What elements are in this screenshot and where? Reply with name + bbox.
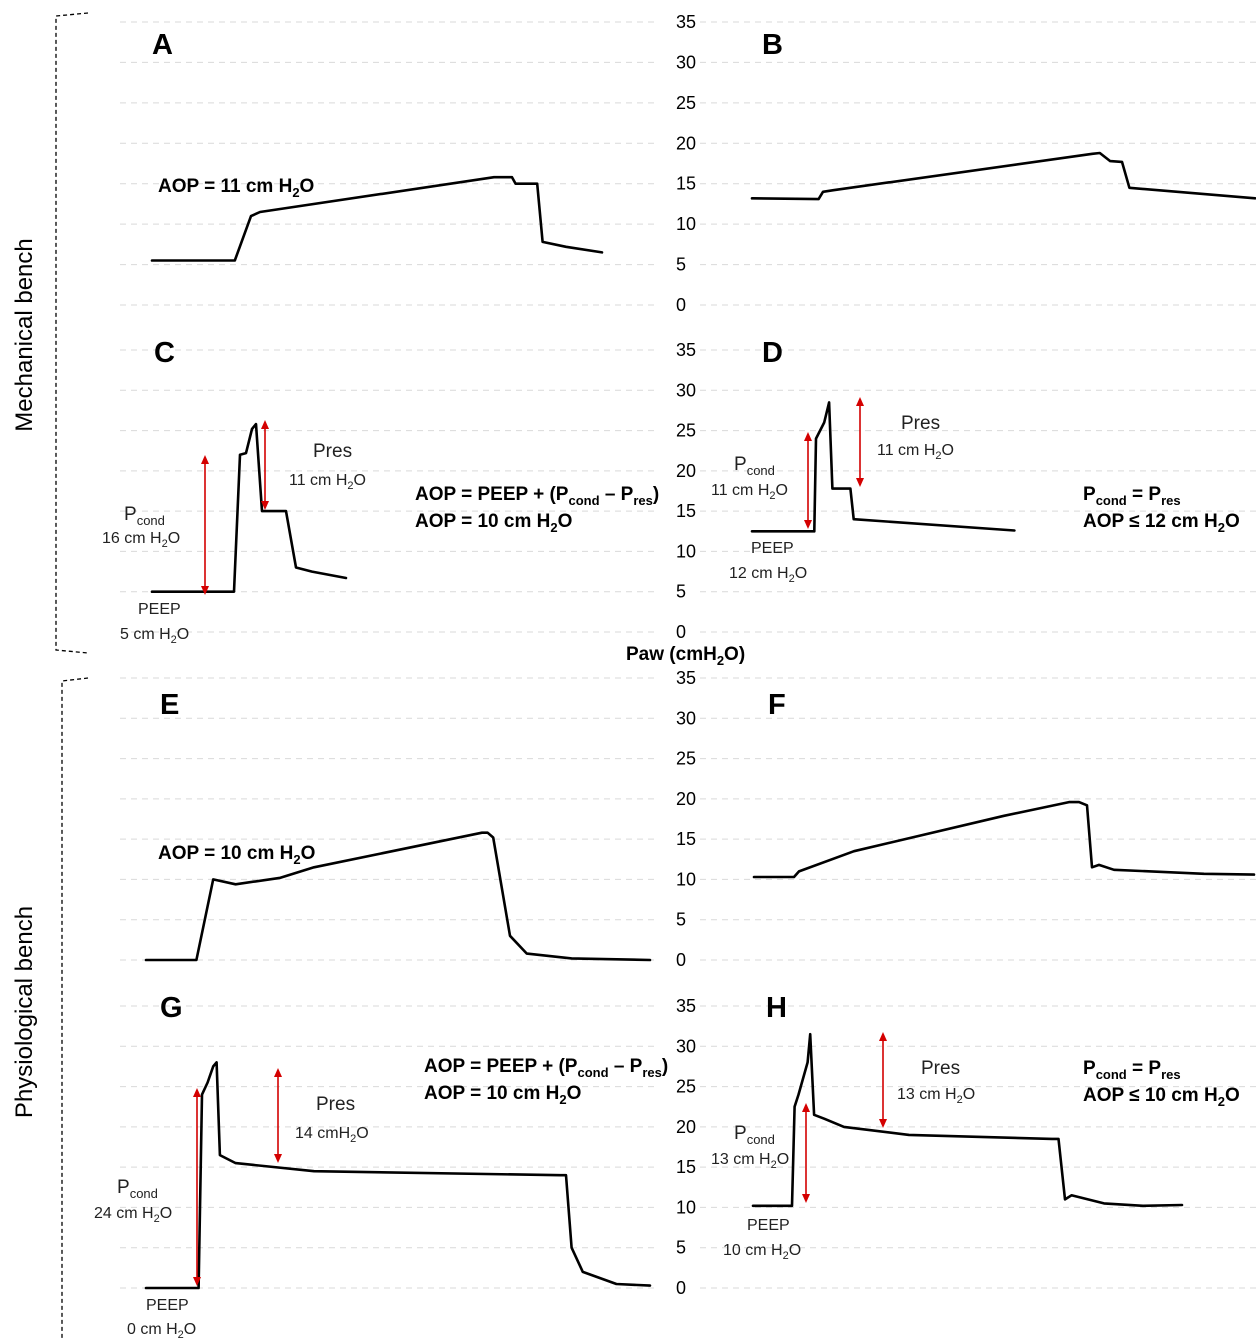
physiological-bench-bracket — [61, 677, 89, 1340]
panel-h-pres-arrow — [879, 1032, 887, 1128]
panel-letter-c: C — [154, 337, 175, 369]
panel-h-peep-value: 10 cm H2O — [723, 1242, 801, 1262]
mechanical-bench-bracket — [55, 12, 89, 654]
pressure-trace-h — [751, 1032, 1184, 1208]
panel-letter-b: B — [762, 29, 783, 61]
pressure-trace-g — [144, 1061, 652, 1290]
panel-c-pcond-label: Pcond — [124, 504, 165, 528]
panel-g-pres-value: 14 cmH2O — [295, 1125, 369, 1145]
panel-h-pcond-arrow — [802, 1103, 810, 1203]
panel-g-peep-label: PEEP — [146, 1297, 189, 1314]
panel-d-equality: Pcond = Pres — [1083, 484, 1181, 508]
panel-c-pcond-value: 16 cm H2O — [102, 530, 180, 550]
y-tick-label: 0 — [676, 950, 686, 970]
panel-g-result: AOP = 10 cm H2O — [424, 1083, 581, 1107]
y-tick-label: 5 — [676, 255, 686, 275]
y-tick-label: 5 — [676, 1238, 686, 1258]
panel-d-pcond-arrow — [804, 432, 812, 529]
y-tick-label: 0 — [676, 295, 686, 315]
panel-letter-d: D — [762, 337, 783, 369]
y-tick-label: 5 — [676, 910, 686, 930]
panel-d-pres-value: 11 cm H2O — [877, 442, 954, 462]
panel-d-pcond-value: 11 cm H2O — [711, 482, 788, 502]
panel-letter-e: E — [160, 689, 179, 721]
panel-g-pres-label: Pres — [316, 1094, 355, 1115]
panel-c-pres-label: Pres — [313, 441, 352, 462]
pressure-trace-e — [144, 831, 652, 962]
pressure-trace-c — [150, 422, 348, 593]
y-tick-label: 5 — [676, 582, 686, 602]
panel-d-peep-value: 12 cm H2O — [729, 565, 807, 585]
panel-d-peep-label: PEEP — [751, 540, 794, 557]
y-tick-label: 25 — [676, 1077, 696, 1097]
panel-d-pcond-label: Pcond — [734, 454, 775, 478]
pressure-trace-a — [150, 175, 604, 262]
pressure-traces — [144, 151, 1256, 1290]
pressure-trace-d — [750, 401, 1016, 533]
panel-g-formula: AOP = PEEP + (Pcond – Pres) — [424, 1056, 668, 1080]
y-tick-label: 20 — [676, 133, 696, 153]
y-tick-label: 15 — [676, 829, 696, 849]
y-tick-label: 30 — [676, 1036, 696, 1056]
pressure-trace-f — [752, 800, 1256, 879]
y-tick-label: 10 — [676, 869, 696, 889]
y-tick-label: 30 — [676, 380, 696, 400]
panel-d-pres-label: Pres — [901, 413, 940, 434]
pressure-trace-b — [750, 151, 1256, 201]
y-tick-label: 15 — [676, 1157, 696, 1177]
y-tick-label: 35 — [676, 340, 696, 360]
panel-e-aop-label: AOP = 10 cm H2O — [158, 843, 315, 867]
panel-c-pcond-arrow — [201, 455, 209, 595]
panel-c-pres-value: 11 cm H2O — [289, 472, 366, 492]
y-tick-label: 35 — [676, 12, 696, 32]
panel-c-formula: AOP = PEEP + (Pcond – Pres) — [415, 484, 659, 508]
y-tick-label: 30 — [676, 708, 696, 728]
panel-letter-f: F — [768, 689, 786, 721]
y-tick-label: 20 — [676, 1117, 696, 1137]
y-tick-label: 25 — [676, 421, 696, 441]
y-tick-label: 20 — [676, 789, 696, 809]
y-tick-label: 25 — [676, 93, 696, 113]
panel-c-peep-label: PEEP — [138, 601, 181, 618]
panel-h-pres-value: 13 cm H2O — [897, 1086, 975, 1106]
panel-letter-g: G — [160, 992, 183, 1024]
panel-g-pcond-arrow — [193, 1088, 201, 1286]
panel-c-result: AOP = 10 cm H2O — [415, 511, 572, 535]
y-tick-label: 35 — [676, 996, 696, 1016]
y-axis-ticks: 0 5 10 15 20 25 30 35 0 5 10 15 20 25 30 35 0 5 10 15 20 25 30… — [676, 12, 696, 1298]
y-tick-label: 0 — [676, 622, 686, 642]
section-label-physiological: Physiological bench — [11, 906, 38, 1118]
gridlines — [120, 21, 1256, 1289]
y-tick-label: 0 — [676, 1278, 686, 1298]
y-tick-label: 25 — [676, 749, 696, 769]
panel-h-result: AOP ≤ 10 cm H2O — [1083, 1085, 1240, 1109]
panel-g-pres-arrow — [274, 1068, 282, 1163]
panel-g-pcond-label: Pcond — [117, 1177, 158, 1201]
panel-h-pcond-label: Pcond — [734, 1123, 775, 1147]
panel-h-pcond-value: 13 cm H2O — [711, 1151, 789, 1171]
panel-h-pres-label: Pres — [921, 1058, 960, 1079]
y-tick-label: 30 — [676, 52, 696, 72]
panel-letter-h: H — [766, 992, 787, 1024]
y-tick-label: 15 — [676, 174, 696, 194]
panel-d-result: AOP ≤ 12 cm H2O — [1083, 511, 1240, 535]
panel-h-equality: Pcond = Pres — [1083, 1058, 1181, 1082]
y-axis-title: Paw (cmH2O) — [626, 644, 745, 668]
panel-d-pres-arrow — [856, 397, 864, 487]
panel-c-pres-arrow — [261, 420, 269, 510]
panel-g-peep-value: 0 cm H2O — [127, 1321, 196, 1341]
panel-h-peep-label: PEEP — [747, 1217, 790, 1234]
y-tick-label: 35 — [676, 668, 696, 688]
panel-a-aop-label: AOP = 11 cm H2O — [158, 176, 314, 200]
y-tick-label: 15 — [676, 501, 696, 521]
y-tick-label: 10 — [676, 1197, 696, 1217]
panel-g-pcond-value: 24 cm H2O — [94, 1205, 172, 1225]
section-label-mechanical: Mechanical bench — [11, 238, 38, 431]
y-tick-label: 10 — [676, 541, 696, 561]
y-tick-label: 20 — [676, 461, 696, 481]
y-tick-label: 10 — [676, 214, 696, 234]
panel-letter-a: A — [152, 29, 173, 61]
panel-c-peep-value: 5 cm H2O — [120, 626, 189, 646]
